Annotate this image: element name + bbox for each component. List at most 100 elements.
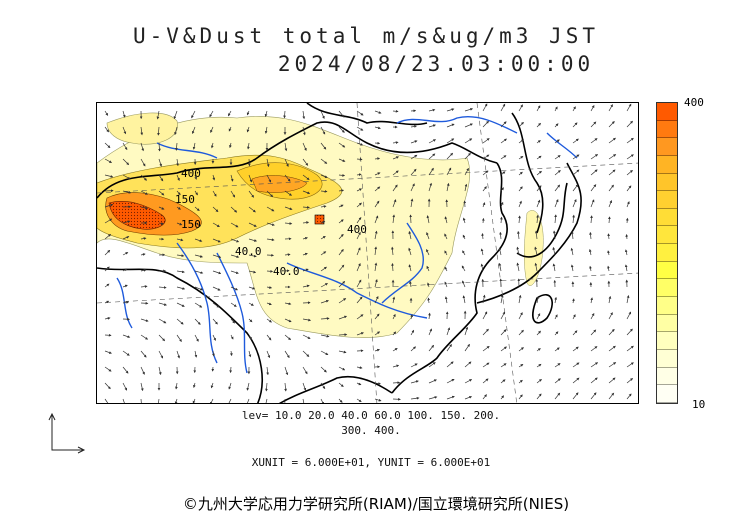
wind-vector bbox=[608, 362, 617, 368]
wind-vector bbox=[589, 231, 592, 240]
wind-vector bbox=[482, 138, 490, 144]
wind-vector bbox=[408, 247, 412, 256]
wind-vector bbox=[338, 110, 345, 118]
wind-vector bbox=[499, 231, 502, 240]
wind-vector bbox=[356, 314, 364, 320]
wind-vector bbox=[320, 382, 326, 390]
wind-vector bbox=[248, 206, 256, 213]
wind-vector bbox=[248, 174, 253, 183]
wind-vector bbox=[534, 230, 538, 240]
wind-vector bbox=[191, 110, 196, 119]
wind-vector bbox=[536, 105, 541, 112]
wind-vector bbox=[446, 123, 455, 128]
wind-vector bbox=[409, 214, 413, 224]
wind-vector bbox=[500, 379, 506, 384]
wind-vector bbox=[246, 382, 250, 391]
wind-vector bbox=[248, 190, 255, 198]
wind-vector bbox=[607, 233, 611, 240]
wind-vector bbox=[122, 382, 128, 391]
wind-vector bbox=[626, 185, 632, 192]
wind-vector bbox=[426, 232, 430, 240]
wind-vector bbox=[266, 334, 272, 341]
wind-vector bbox=[534, 262, 538, 272]
wind-vector bbox=[212, 302, 220, 308]
wind-vector bbox=[444, 296, 448, 304]
wind-vector bbox=[392, 199, 397, 208]
wind-vector bbox=[518, 394, 523, 400]
wind-vector bbox=[374, 348, 380, 352]
wind-vector bbox=[356, 247, 361, 256]
contour-levels-continued: 300. 400. bbox=[341, 424, 401, 437]
wind-vector bbox=[426, 215, 430, 224]
wind-vector bbox=[302, 382, 307, 391]
wind-vector bbox=[284, 382, 287, 392]
wind-vector bbox=[410, 314, 413, 320]
wind-vector bbox=[590, 377, 598, 384]
wind-vector bbox=[320, 158, 328, 164]
wind-vector bbox=[626, 201, 630, 208]
wind-vector bbox=[140, 253, 146, 256]
wind-vector bbox=[229, 350, 233, 357]
wind-vector bbox=[590, 138, 598, 144]
wind-vector bbox=[374, 382, 381, 385]
wind-vector bbox=[248, 350, 252, 358]
wind-vector bbox=[140, 366, 145, 375]
wind-vector bbox=[176, 206, 181, 210]
wind-vector bbox=[588, 248, 592, 256]
wind-vector bbox=[572, 214, 575, 224]
wind-vector bbox=[570, 264, 574, 272]
wind-vector bbox=[536, 199, 541, 208]
wind-vector bbox=[500, 346, 507, 352]
colorbar-segment bbox=[657, 138, 677, 156]
wind-vector bbox=[572, 184, 579, 192]
wind-vector bbox=[284, 142, 288, 152]
wind-vector bbox=[230, 238, 240, 243]
wind-vector bbox=[572, 138, 579, 144]
wind-vector bbox=[104, 249, 111, 256]
wind-vector bbox=[140, 382, 144, 392]
wind-vector bbox=[410, 198, 414, 208]
wind-vector bbox=[607, 250, 610, 256]
wind-vector bbox=[230, 318, 236, 324]
wind-vector bbox=[554, 123, 559, 128]
wind-vector bbox=[248, 270, 257, 274]
wind-vector bbox=[590, 392, 597, 400]
wind-vector bbox=[608, 137, 616, 144]
wind-vector bbox=[462, 295, 466, 304]
wind-vector bbox=[140, 174, 148, 181]
wind-vector bbox=[392, 313, 396, 320]
wind-vector bbox=[392, 156, 400, 160]
wind-vector bbox=[446, 138, 455, 144]
wind-vector bbox=[302, 398, 305, 403]
wind-vector bbox=[320, 283, 329, 288]
wind-vector bbox=[283, 110, 286, 119]
wind-vector bbox=[446, 378, 455, 384]
wind-vector bbox=[462, 250, 466, 256]
contour-label: 40.0 bbox=[235, 245, 262, 258]
wind-vector bbox=[500, 103, 506, 112]
wind-vector bbox=[104, 350, 112, 354]
wind-vector bbox=[554, 106, 558, 112]
wind-vector bbox=[140, 158, 146, 167]
wind-vector bbox=[302, 268, 309, 272]
wind-vector bbox=[356, 279, 362, 288]
wind-vector bbox=[426, 248, 430, 256]
wind-vector bbox=[410, 168, 417, 176]
colorbar-segment bbox=[657, 155, 677, 174]
wind-vector bbox=[176, 334, 182, 342]
wind-vector bbox=[140, 206, 149, 210]
wind-vector bbox=[608, 312, 613, 320]
wind-vector bbox=[374, 246, 378, 256]
wind-vector bbox=[608, 328, 615, 336]
wind-vector bbox=[410, 396, 420, 400]
wind-vector bbox=[482, 120, 489, 128]
wind-vector bbox=[572, 154, 580, 160]
wind-vector bbox=[482, 154, 490, 160]
wind-vector bbox=[338, 233, 344, 240]
wind-vector bbox=[392, 141, 399, 144]
wind-vector bbox=[608, 295, 612, 304]
wind-vector bbox=[122, 142, 128, 151]
wind-vector bbox=[246, 110, 250, 116]
wind-vector bbox=[446, 182, 450, 192]
wind-vector bbox=[356, 231, 361, 240]
